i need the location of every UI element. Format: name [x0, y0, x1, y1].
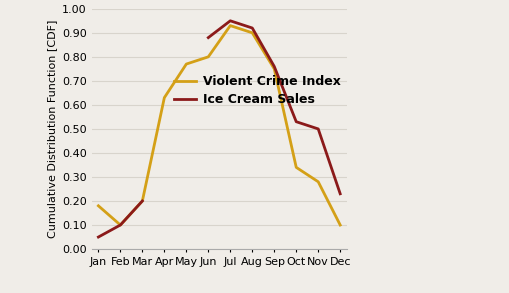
Violent Crime Index	[315, 180, 321, 183]
Ice Cream Sales	[293, 120, 299, 123]
Legend: Violent Crime Index, Ice Cream Sales: Violent Crime Index, Ice Cream Sales	[174, 75, 340, 106]
Ice Cream Sales	[249, 26, 255, 30]
Ice Cream Sales	[271, 65, 277, 68]
Y-axis label: Cumulative Distribution Function [CDF]: Cumulative Distribution Function [CDF]	[46, 20, 56, 238]
Violent Crime Index	[161, 96, 167, 99]
Violent Crime Index	[293, 166, 299, 169]
Violent Crime Index	[183, 62, 189, 66]
Ice Cream Sales	[336, 192, 343, 195]
Violent Crime Index	[227, 24, 233, 27]
Violent Crime Index	[205, 55, 211, 59]
Ice Cream Sales	[227, 19, 233, 23]
Line: Violent Crime Index: Violent Crime Index	[98, 25, 340, 225]
Violent Crime Index	[139, 199, 145, 203]
Ice Cream Sales	[315, 127, 321, 131]
Violent Crime Index	[249, 31, 255, 35]
Violent Crime Index	[336, 223, 343, 227]
Violent Crime Index	[271, 67, 277, 71]
Ice Cream Sales	[205, 36, 211, 39]
Line: Ice Cream Sales: Ice Cream Sales	[208, 21, 340, 194]
Violent Crime Index	[95, 204, 101, 207]
Violent Crime Index	[117, 223, 123, 227]
